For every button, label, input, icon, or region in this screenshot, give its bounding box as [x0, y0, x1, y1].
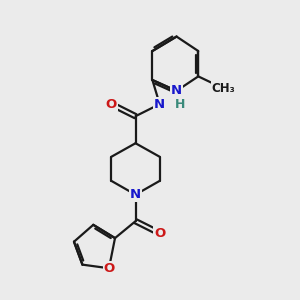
Text: O: O — [106, 98, 117, 111]
Text: O: O — [103, 262, 115, 275]
Text: N: N — [130, 188, 141, 201]
Text: H: H — [175, 98, 185, 111]
Text: N: N — [171, 84, 182, 98]
Text: N: N — [154, 98, 165, 111]
Text: CH₃: CH₃ — [212, 82, 236, 95]
Text: O: O — [154, 227, 165, 240]
